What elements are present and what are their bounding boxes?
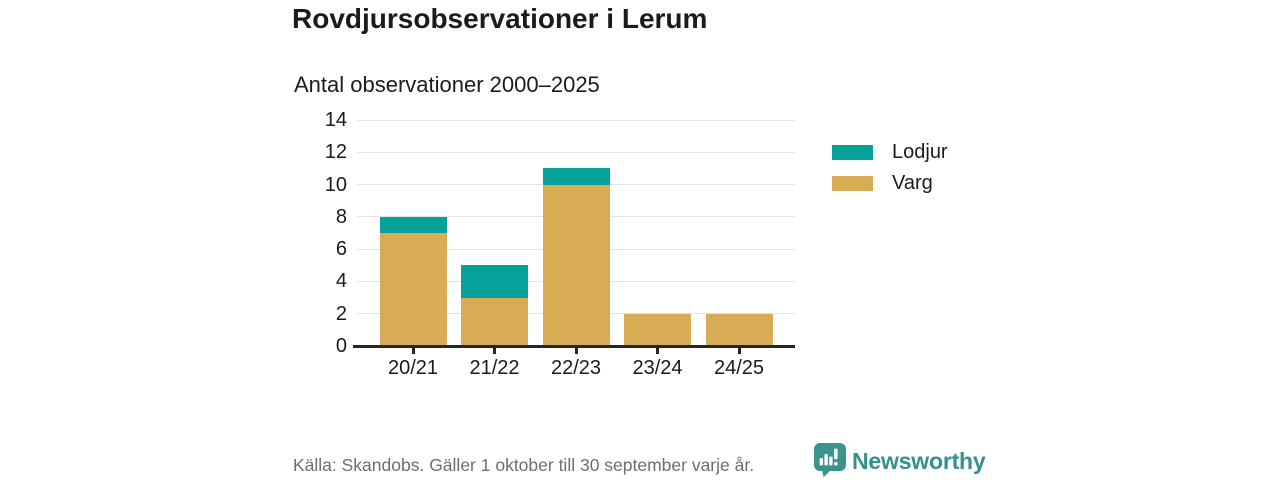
gridline-14 bbox=[357, 119, 795, 121]
gridline-12 bbox=[357, 151, 795, 153]
source-note: Källa: Skandobs. Gäller 1 oktober till 3… bbox=[293, 455, 755, 475]
xtick-label-24/25: 24/25 bbox=[713, 357, 765, 379]
bar-segment-varg-24/25 bbox=[705, 313, 773, 346]
ytick-label-6: 6 bbox=[335, 238, 347, 261]
bar-segment-varg-20/21 bbox=[379, 233, 447, 346]
ytick-label-4: 4 bbox=[335, 270, 347, 293]
ytick-label-2: 2 bbox=[335, 302, 347, 325]
xtick-21/22 bbox=[493, 348, 496, 354]
page-title: Rovdjursobservationer i Lerum bbox=[292, 3, 708, 34]
bar-segment-varg-21/22 bbox=[461, 297, 528, 346]
ytick-label-8: 8 bbox=[335, 205, 347, 228]
bar-segment-lodjur-22/23 bbox=[542, 168, 610, 185]
xtick-label-22/23: 22/23 bbox=[550, 357, 602, 379]
xtick-label-21/22: 21/22 bbox=[469, 357, 520, 379]
legend-label-varg: Varg bbox=[892, 172, 933, 194]
xtick-22/23 bbox=[574, 348, 578, 354]
xtick-label-23/24: 23/24 bbox=[632, 357, 683, 379]
chart-title: Antal observationer 2000–2025 bbox=[294, 72, 600, 97]
x-axis-line bbox=[353, 344, 795, 348]
bar-segment-lodjur-21/22 bbox=[461, 265, 528, 298]
newsworthy-logo-icon bbox=[814, 443, 846, 478]
legend: Lodjur Varg bbox=[832, 142, 948, 193]
brand-name: Newsworthy bbox=[852, 448, 986, 474]
xtick-label-20/21: 20/21 bbox=[387, 357, 439, 379]
legend-item-lodjur: Lodjur bbox=[832, 142, 948, 162]
xtick-23/24 bbox=[656, 348, 659, 354]
legend-swatch-varg bbox=[832, 175, 873, 191]
ytick-label-10: 10 bbox=[324, 173, 347, 196]
ytick-label-0: 0 bbox=[335, 335, 347, 357]
plot-area: 20/21 21/22 22/23 23/24 24/25 bbox=[357, 119, 795, 379]
ytick-label-14: 14 bbox=[324, 109, 347, 131]
bar-segment-lodjur-20/21 bbox=[379, 216, 447, 233]
legend-item-varg: Varg bbox=[832, 173, 948, 193]
xtick-24/25 bbox=[737, 348, 741, 354]
bar-segment-varg-23/24 bbox=[624, 313, 691, 346]
y-axis: 0 2 4 6 8 10 12 14 bbox=[257, 110, 347, 356]
xtick-20/21 bbox=[411, 348, 415, 354]
bar-segment-varg-22/23 bbox=[542, 184, 610, 346]
ytick-label-12: 12 bbox=[324, 141, 347, 164]
legend-label-lodjur: Lodjur bbox=[892, 141, 948, 163]
legend-swatch-lodjur bbox=[832, 144, 873, 160]
